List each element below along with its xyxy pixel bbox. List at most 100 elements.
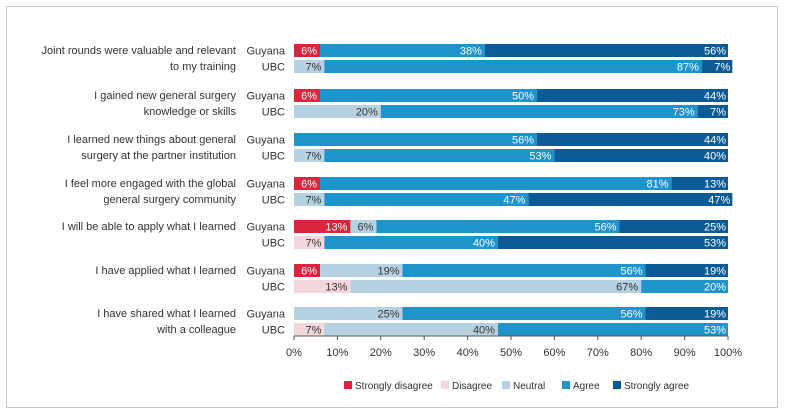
data-label: 19% [704,309,726,321]
legend-label: Neutral [513,381,545,392]
data-label: 56% [594,222,616,234]
data-label: 20% [704,282,726,294]
legend-swatch [502,381,510,389]
data-label: 19% [704,266,726,278]
bar-segment [497,323,728,336]
bar-group-label: Guyana [246,309,285,321]
bar-segment [294,149,325,162]
bar-group-label: Guyana [246,91,285,103]
bar-group-label: Guyana [246,46,285,58]
bar-segment [294,60,325,73]
bar-segment [294,307,403,320]
data-label: 56% [704,46,726,58]
legend-label: Strongly agree [624,381,689,392]
data-label: 6% [301,91,317,103]
bar-group-label: UBC [262,325,285,337]
bar-segment [320,89,538,102]
legend-swatch [613,381,621,389]
data-label: 67% [616,282,638,294]
data-label: 40% [473,325,495,337]
bar-segment [671,177,728,190]
bar-segment [324,323,498,336]
data-label: 19% [377,266,399,278]
question-label: I feel more engaged with the global [65,178,236,190]
data-label: 13% [704,179,726,191]
bar-segment [641,280,728,293]
legend-swatch [344,381,352,389]
bar-segment [294,236,325,249]
data-label: 13% [325,282,347,294]
x-tick-label: 0% [286,347,302,359]
x-tick-label: 40% [457,347,479,359]
bar-segment [294,193,325,206]
bar-segment [619,220,728,233]
data-label: 25% [377,309,399,321]
bar-segment [294,105,381,118]
bar-segment [350,220,377,233]
data-label: 6% [301,266,317,278]
data-label: 7% [305,151,321,163]
bar-group-label: Guyana [246,179,285,191]
bar-segment [554,149,728,162]
question-label: I have shared what I learned [97,308,236,320]
bar-segment [294,89,321,102]
bar-segment [320,264,403,277]
data-label: 44% [704,91,726,103]
bar-segment [701,60,733,73]
data-label: 6% [358,222,374,234]
bar-group-label: Guyana [246,135,285,147]
data-label: 7% [305,62,321,74]
legend-swatch [441,381,449,389]
bar-segment [380,105,698,118]
x-tick-label: 100% [714,347,742,359]
data-label: 53% [704,238,726,250]
bar-segment [294,220,351,233]
legend-label: Disagree [452,381,492,392]
data-label: 53% [529,151,551,163]
data-label: 13% [325,222,347,234]
bar-segment [402,307,646,320]
bar-segment [376,220,620,233]
data-label: 7% [714,62,730,74]
data-label: 6% [301,46,317,58]
legend-swatch [562,381,570,389]
bar-segment [320,177,672,190]
data-label: 47% [503,195,525,207]
data-label: 7% [305,238,321,250]
data-label: 40% [473,238,495,250]
x-tick-label: 60% [543,347,565,359]
bar-segment [320,44,485,57]
question-label: knowledge or skills [144,106,237,118]
question-label: I gained new general surgery [94,90,236,102]
question-label: with a colleague [156,324,236,336]
data-label: 40% [704,151,726,163]
bar-group-label: UBC [262,195,285,207]
x-tick-label: 80% [630,347,652,359]
bar-segment [537,133,728,146]
question-label: to my training [170,61,236,73]
x-tick-label: 90% [674,347,696,359]
bar-segment [402,264,646,277]
data-label: 6% [301,179,317,191]
question-label: Joint rounds were valuable and relevant [42,45,236,57]
bar-segment [537,89,728,102]
bar-segment [324,149,555,162]
legend-label: Strongly disagree [355,381,433,392]
data-label: 56% [512,135,534,147]
x-tick-label: 10% [326,347,348,359]
question-label: I learned new things about general [67,134,236,146]
data-label: 7% [305,195,321,207]
x-tick-label: 50% [500,347,522,359]
x-tick-label: 20% [370,347,392,359]
data-label: 25% [704,222,726,234]
bar-group-label: UBC [262,107,285,119]
data-label: 87% [677,62,699,74]
data-label: 53% [704,325,726,337]
bar-segment [497,236,728,249]
data-label: 7% [305,325,321,337]
data-label: 44% [704,135,726,147]
bar-segment [484,44,728,57]
bar-segment [294,323,325,336]
data-label: 38% [460,46,482,58]
